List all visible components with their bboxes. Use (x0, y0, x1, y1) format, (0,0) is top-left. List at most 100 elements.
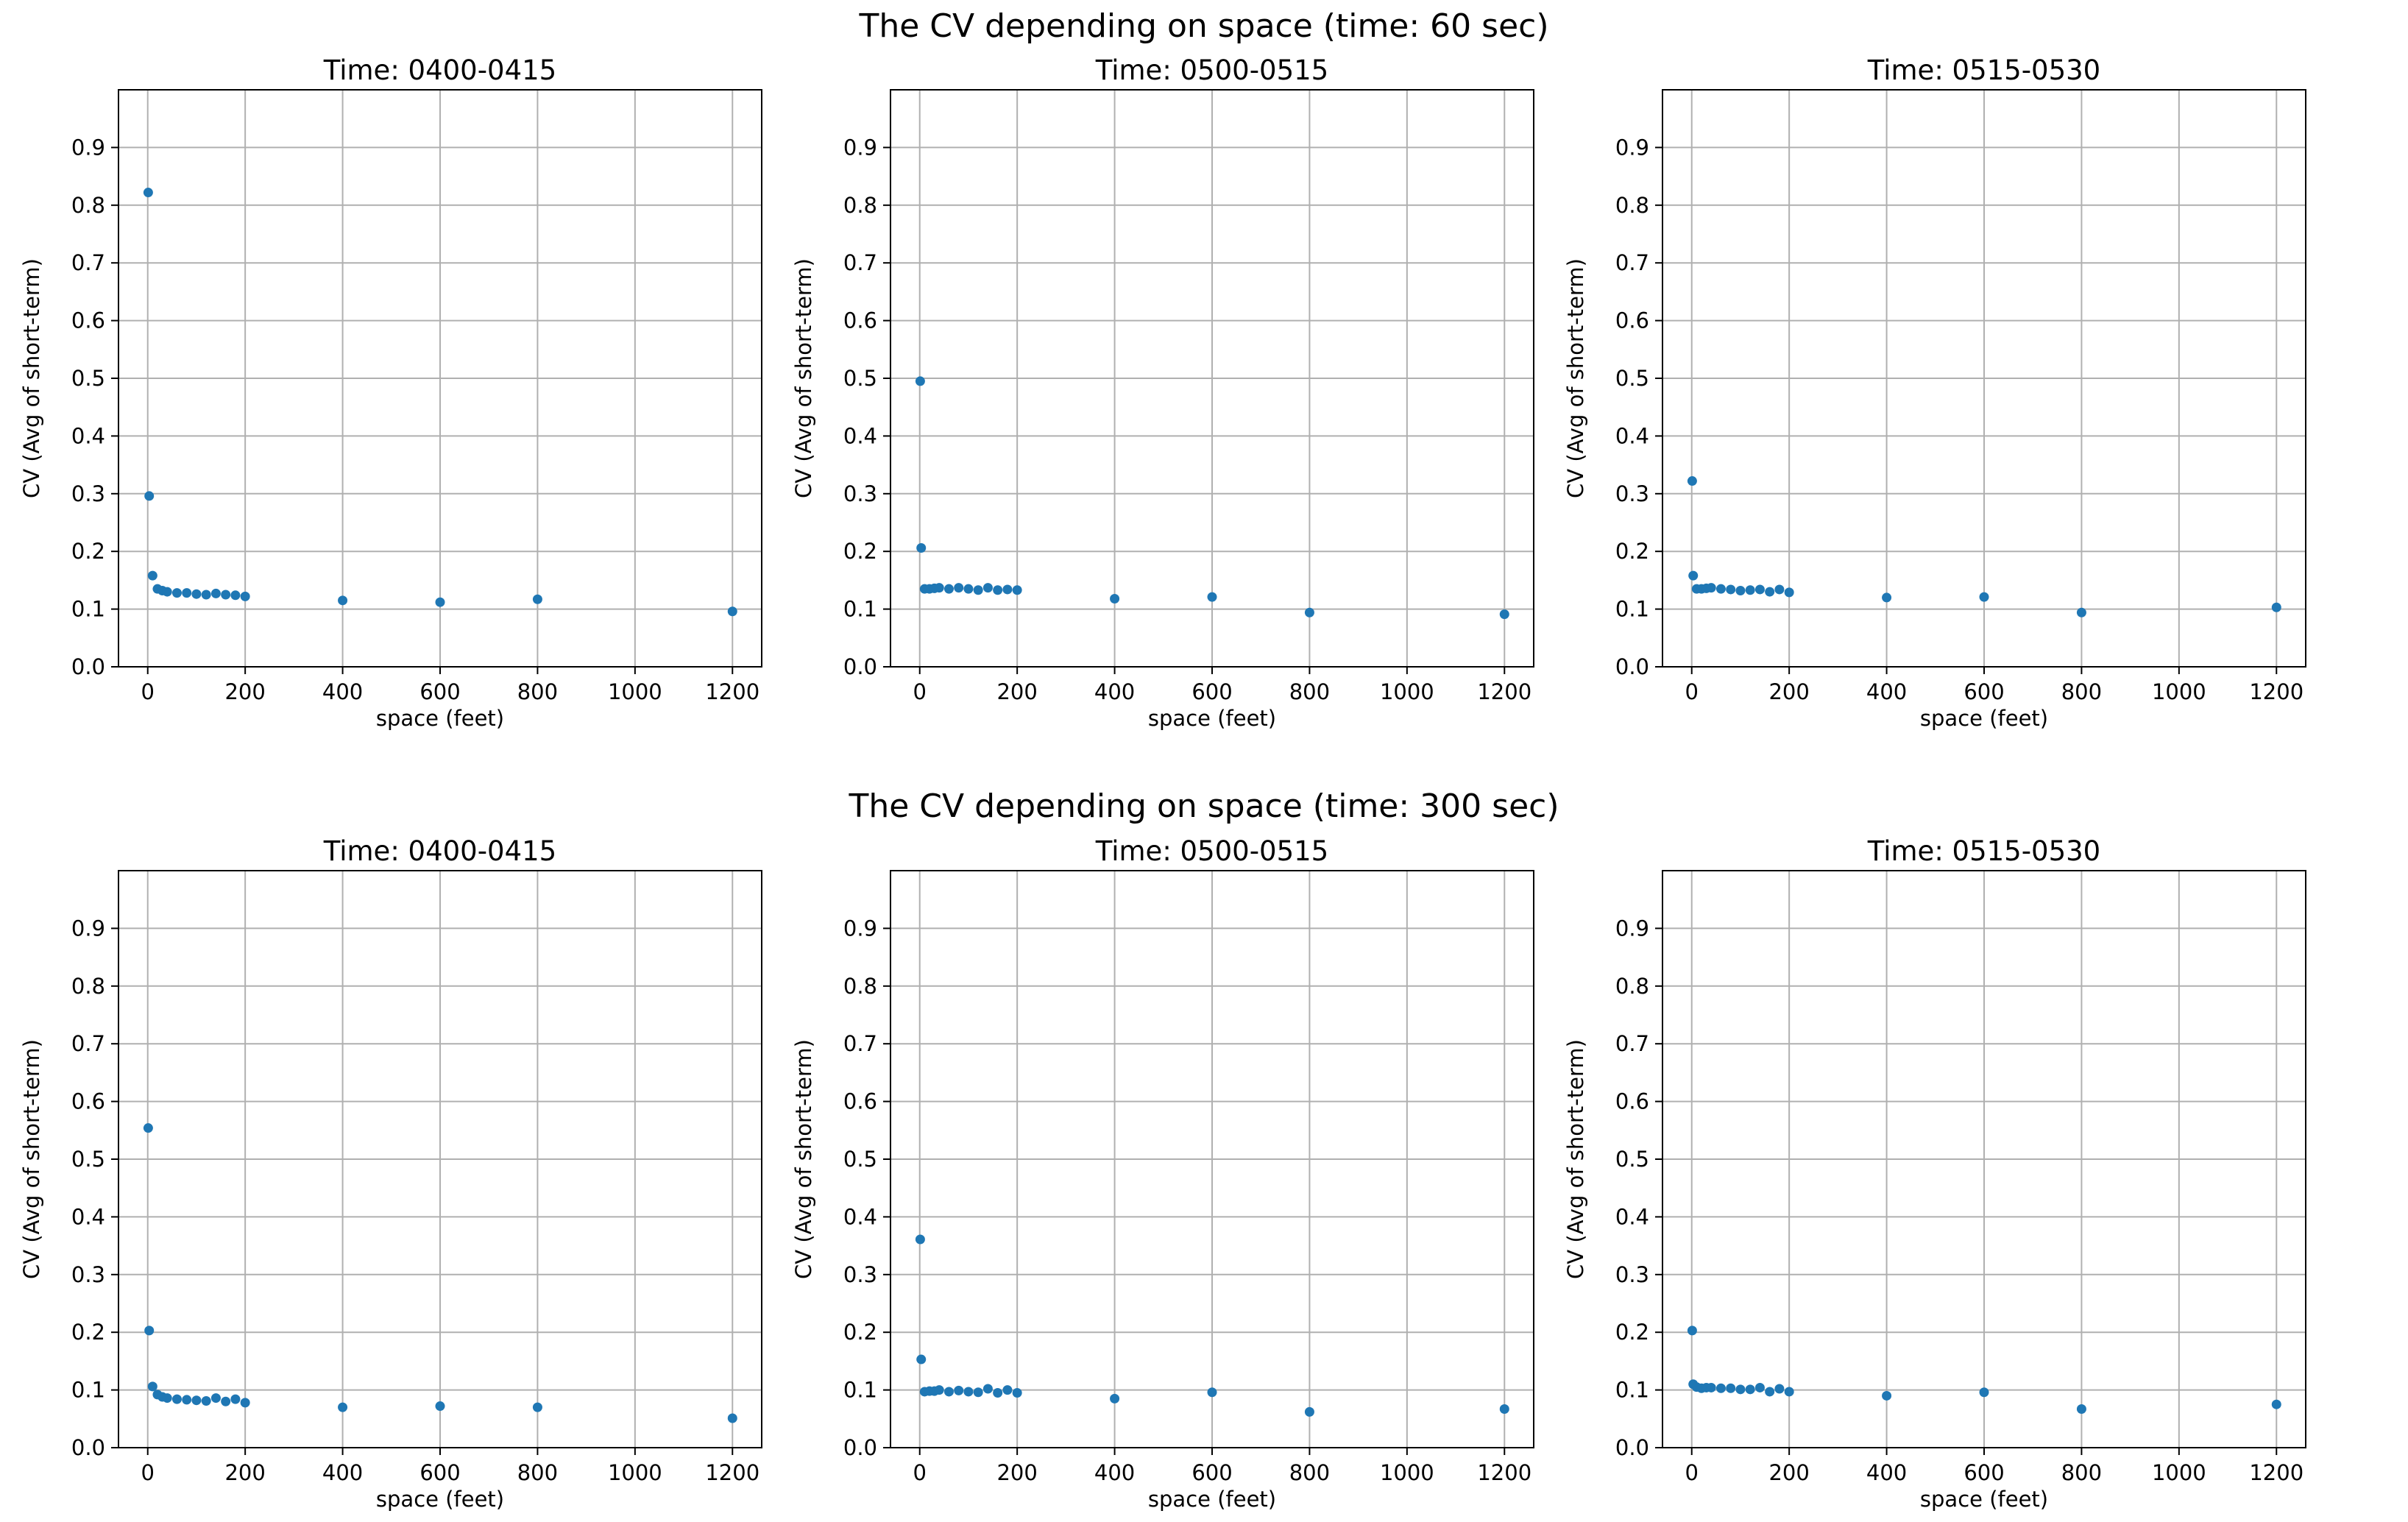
x-tick-label: 1000 (1380, 1460, 1434, 1485)
y-tick-label: 0.9 (71, 916, 105, 941)
data-point (1765, 587, 1775, 597)
y-tick-label: 0.1 (1615, 1378, 1649, 1403)
data-point (916, 1354, 927, 1365)
x-tick-label: 800 (2061, 679, 2102, 704)
panel-title: Time: 0400-0415 (323, 835, 556, 867)
x-tick-label: 200 (996, 679, 1037, 704)
data-point (1499, 609, 1509, 620)
x-tick-label: 1200 (705, 679, 759, 704)
y-tick-label: 0.8 (1615, 974, 1649, 999)
y-axis-label: CV (Avg of short-term) (1563, 1039, 1588, 1279)
data-point (993, 585, 1003, 595)
x-tick-label: 1000 (1380, 679, 1434, 704)
x-tick-label: 400 (1866, 679, 1907, 704)
x-axis-label: space (feet) (376, 1487, 504, 1512)
scatter-panel: 0 200 400 600 800 1000 1200 0.0 0.1 0.2 0.3 0.4 0.5 0… (1563, 835, 2306, 1512)
y-tick-label: 0.5 (71, 1147, 105, 1172)
y-axis-label: CV (Avg of short-term) (1563, 258, 1588, 498)
data-point (1304, 607, 1314, 617)
data-point (2076, 607, 2086, 617)
data-point (1745, 1384, 1755, 1395)
data-point (1706, 583, 1716, 593)
panel-title: Time: 0400-0415 (323, 54, 556, 86)
y-tick-label: 0.1 (1615, 597, 1649, 622)
plot-frame (890, 870, 1534, 1448)
scatter-panel: 0 200 400 600 800 1000 1200 0.0 0.1 0.2 0.3 0.4 0.5 0… (1563, 54, 2306, 731)
x-tick-label: 800 (2061, 1460, 2102, 1485)
data-point (1499, 1404, 1509, 1414)
data-point (1774, 1384, 1785, 1394)
y-tick-label: 0.1 (843, 1378, 877, 1403)
x-tick-label: 1200 (705, 1460, 759, 1485)
data-point (144, 491, 155, 501)
y-tick-label: 0.6 (1615, 1089, 1649, 1114)
y-tick-label: 0.8 (843, 193, 877, 218)
x-tick-label: 200 (996, 1460, 1037, 1485)
data-point (1715, 584, 1726, 594)
x-tick-label: 600 (1191, 679, 1232, 704)
y-tick-label: 0.6 (71, 1089, 105, 1114)
x-tick-label: 400 (322, 1460, 363, 1485)
x-tick-label: 400 (1866, 1460, 1907, 1485)
y-tick-label: 0.7 (843, 250, 877, 275)
scatter-panel: 0 200 400 600 800 1000 1200 0.0 0.1 0.2 0.3 0.4 0.5 0… (19, 835, 762, 1512)
data-point (943, 584, 954, 594)
plot-frame (118, 870, 762, 1448)
x-tick-label: 400 (1094, 1460, 1135, 1485)
data-point (973, 585, 983, 595)
y-tick-label: 0.3 (843, 1262, 877, 1287)
data-point (532, 1402, 542, 1412)
scatter-panel: 0 200 400 600 800 1000 1200 0.0 0.1 0.2 0.3 0.4 0.5 0… (791, 835, 1534, 1512)
y-tick-label: 0.0 (71, 1435, 105, 1460)
data-point (934, 1385, 944, 1395)
data-point (1745, 585, 1755, 595)
x-tick-label: 1000 (608, 679, 662, 704)
y-tick-label: 0.9 (843, 135, 877, 160)
y-tick-label: 0.0 (843, 1435, 877, 1460)
data-point (943, 1387, 954, 1397)
data-point (240, 591, 250, 601)
data-point (338, 595, 348, 606)
x-axis-label: space (feet) (1148, 706, 1276, 731)
y-tick-label: 0.0 (71, 654, 105, 679)
y-tick-label: 0.8 (1615, 193, 1649, 218)
plot-frame (890, 89, 1534, 668)
y-tick-label: 0.6 (71, 308, 105, 333)
row-title-300sec: The CV depending on space (time: 300 sec… (848, 787, 1559, 825)
y-tick-label: 0.5 (1615, 366, 1649, 391)
x-tick-label: 200 (224, 1460, 265, 1485)
data-point (1726, 1383, 1736, 1393)
y-tick-label: 0.7 (71, 1031, 105, 1056)
y-tick-label: 0.5 (843, 1147, 877, 1172)
data-point (2271, 602, 2281, 612)
x-tick-label: 600 (1963, 1460, 2004, 1485)
data-point (240, 1398, 250, 1408)
data-point (1754, 584, 1765, 595)
y-tick-label: 0.6 (843, 1089, 877, 1114)
panel-title: Time: 0500-0515 (1095, 835, 1328, 867)
x-tick-label: 800 (517, 679, 558, 704)
row-title-60sec: The CV depending on space (time: 60 sec) (858, 7, 1548, 45)
y-tick-label: 0.9 (843, 916, 877, 941)
data-point (963, 1387, 974, 1397)
data-point (1882, 1390, 1892, 1401)
y-tick-label: 0.2 (1615, 539, 1649, 564)
y-tick-label: 0.4 (1615, 1204, 1649, 1229)
data-point (435, 1401, 445, 1412)
data-point (1706, 1382, 1716, 1392)
x-tick-label: 200 (224, 679, 265, 704)
data-point (1765, 1387, 1775, 1397)
y-tick-label: 0.8 (71, 193, 105, 218)
y-tick-label: 0.7 (843, 1031, 877, 1056)
y-tick-label: 0.1 (843, 597, 877, 622)
data-point (982, 583, 993, 593)
y-tick-label: 0.4 (843, 423, 877, 448)
scatter-panel: 0 200 400 600 800 1000 1200 0.0 0.1 0.2 0.3 0.4 0.5 0… (19, 54, 762, 731)
y-tick-label: 0.7 (1615, 1031, 1649, 1056)
y-axis-label: CV (Avg of short-term) (19, 1039, 44, 1279)
y-tick-label: 0.9 (1615, 916, 1649, 941)
data-point (1687, 1325, 1697, 1336)
panel-title: Time: 0500-0515 (1095, 54, 1328, 86)
x-tick-label: 1000 (2152, 1460, 2206, 1485)
x-tick-label: 400 (1094, 679, 1135, 704)
